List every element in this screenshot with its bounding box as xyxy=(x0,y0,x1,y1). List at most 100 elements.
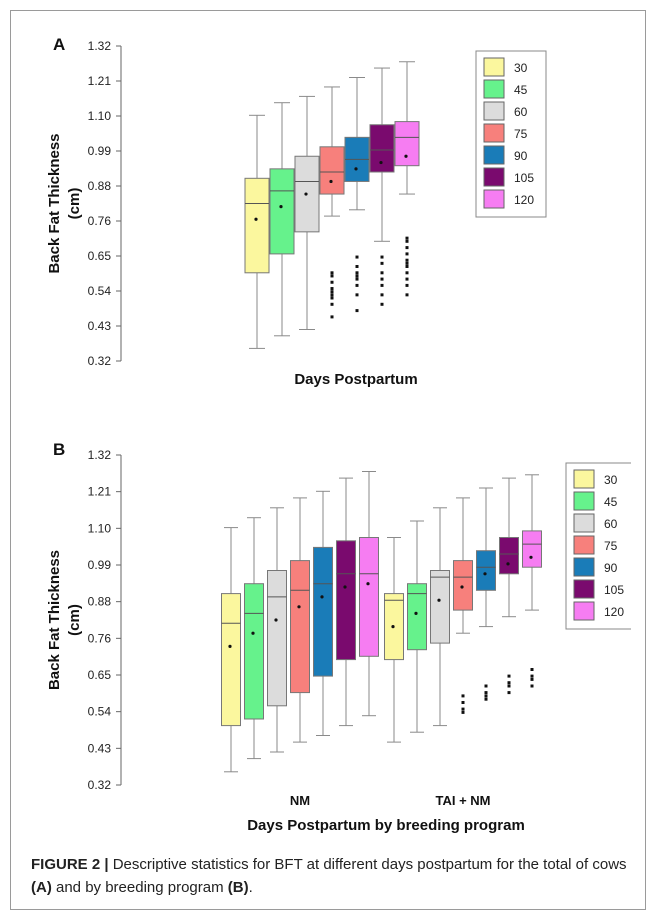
box-105 xyxy=(336,540,356,661)
outlier-point xyxy=(355,274,359,278)
outlier-point xyxy=(405,293,409,297)
box-60 xyxy=(430,570,450,644)
box-90 xyxy=(313,546,333,677)
legend-label: 120 xyxy=(514,193,534,207)
mean-marker xyxy=(414,611,418,615)
legend-label: 60 xyxy=(514,105,528,119)
y-tick-label: 0.65 xyxy=(88,668,112,682)
outlier-point xyxy=(355,293,359,297)
y-tick-label: 0.32 xyxy=(88,778,112,792)
legend-label: 90 xyxy=(514,149,528,163)
box-60 xyxy=(267,570,287,707)
outlier-point xyxy=(330,293,334,297)
legend-label: 90 xyxy=(604,561,618,575)
legend-label: 60 xyxy=(604,517,618,531)
outlier-point xyxy=(380,271,384,275)
legend-label: 105 xyxy=(514,171,534,185)
outlier-point xyxy=(405,261,409,265)
y-axis-label: Back Fat Thickness xyxy=(46,550,63,690)
outlier-point xyxy=(355,271,359,275)
group-label: TAI + NM xyxy=(435,793,490,808)
y-tick-label: 0.54 xyxy=(88,284,112,298)
chart-panel-a: A 1.32 1.21 1.10 0.99 0.88 0.76 0.65 0.54 0.43 0.3… xyxy=(46,35,547,388)
outlier-point xyxy=(530,677,534,681)
outlier-point xyxy=(530,668,534,671)
outlier-point xyxy=(355,277,359,281)
y-tick-label: 1.10 xyxy=(88,521,112,535)
mean-marker xyxy=(251,631,255,635)
mean-marker xyxy=(391,625,395,629)
outlier-point xyxy=(484,691,488,695)
caption-panel-a-ref: (A) xyxy=(31,879,52,896)
mean-marker xyxy=(254,217,258,221)
outlier-point xyxy=(507,684,511,688)
y-tick-label: 1.21 xyxy=(88,74,112,88)
caption-panel-b-ref: (B) xyxy=(227,879,249,896)
y-tick-label: 0.54 xyxy=(88,705,112,719)
chart-panel-b: B 1.32 1.21 1.10 0.99 0.88 0.76 0.65 0.54 0.43 0.3… xyxy=(46,440,631,834)
caption-text-3: . xyxy=(248,879,253,896)
outlier-point xyxy=(355,265,359,268)
outlier-point xyxy=(330,302,334,306)
legend-label: 105 xyxy=(604,583,624,597)
mean-marker xyxy=(379,160,383,165)
outlier-point xyxy=(405,236,409,240)
outlier-point xyxy=(330,274,334,278)
legend-swatch xyxy=(483,145,505,165)
outlier-point xyxy=(330,290,334,294)
mean-marker xyxy=(228,644,232,648)
outlier-point xyxy=(330,271,334,275)
outlier-point xyxy=(330,315,334,319)
outlier-point xyxy=(380,302,384,306)
x-axis-label: Days Postpartum xyxy=(294,371,417,388)
outlier-point xyxy=(530,674,534,678)
y-tick-label: 0.76 xyxy=(88,631,112,645)
mean-marker xyxy=(343,585,347,589)
y-tick-label: 0.32 xyxy=(88,354,112,368)
mean-marker xyxy=(460,585,464,589)
box-120 xyxy=(394,121,420,167)
box-75 xyxy=(290,560,310,694)
group-label: NM xyxy=(290,793,310,808)
mean-marker xyxy=(529,555,533,559)
legend-swatch xyxy=(573,557,595,577)
outlier-point xyxy=(405,277,409,281)
legend-swatch xyxy=(483,123,505,143)
outlier-point xyxy=(330,280,334,284)
mean-marker xyxy=(304,192,308,196)
y-tick-label: 0.65 xyxy=(88,249,112,263)
caption-figure-label: FIGURE 2 | xyxy=(31,856,109,873)
outlier-point xyxy=(461,710,465,714)
y-tick-label: 0.43 xyxy=(88,741,112,755)
box-45 xyxy=(269,168,295,255)
outlier-point xyxy=(355,309,359,313)
outlier-point xyxy=(461,707,465,711)
outlier-point xyxy=(355,255,359,259)
figure-frame: A 1.32 1.21 1.10 0.99 0.88 0.76 0.65 0.54 0.43 0.3… xyxy=(10,10,646,910)
legend-label: 75 xyxy=(514,127,528,141)
box-75 xyxy=(319,146,345,195)
box-120 xyxy=(359,537,379,657)
x-axis-label: Days Postpartum by breeding program xyxy=(247,817,525,834)
legend-swatch xyxy=(573,469,595,489)
outlier-point xyxy=(405,258,409,262)
legend-swatch xyxy=(573,491,595,511)
outlier-point xyxy=(380,293,384,297)
y-axis-label: (cm) xyxy=(66,604,83,636)
mean-marker xyxy=(506,562,510,566)
outlier-point xyxy=(380,277,384,281)
legend-swatch xyxy=(573,535,595,555)
legend-label: 45 xyxy=(604,495,618,509)
legend-label: 120 xyxy=(604,605,624,619)
box-45 xyxy=(407,583,427,651)
y-tick-label: 0.76 xyxy=(88,214,112,228)
mean-marker xyxy=(320,595,324,599)
outlier-point xyxy=(380,255,384,259)
y-axis-label: (cm) xyxy=(66,188,83,220)
y-tick-label: 1.32 xyxy=(88,39,112,53)
outlier-point xyxy=(330,296,334,300)
outlier-point xyxy=(405,252,409,256)
box-75 xyxy=(453,560,473,611)
mean-marker xyxy=(297,605,301,609)
outlier-point xyxy=(380,283,384,287)
